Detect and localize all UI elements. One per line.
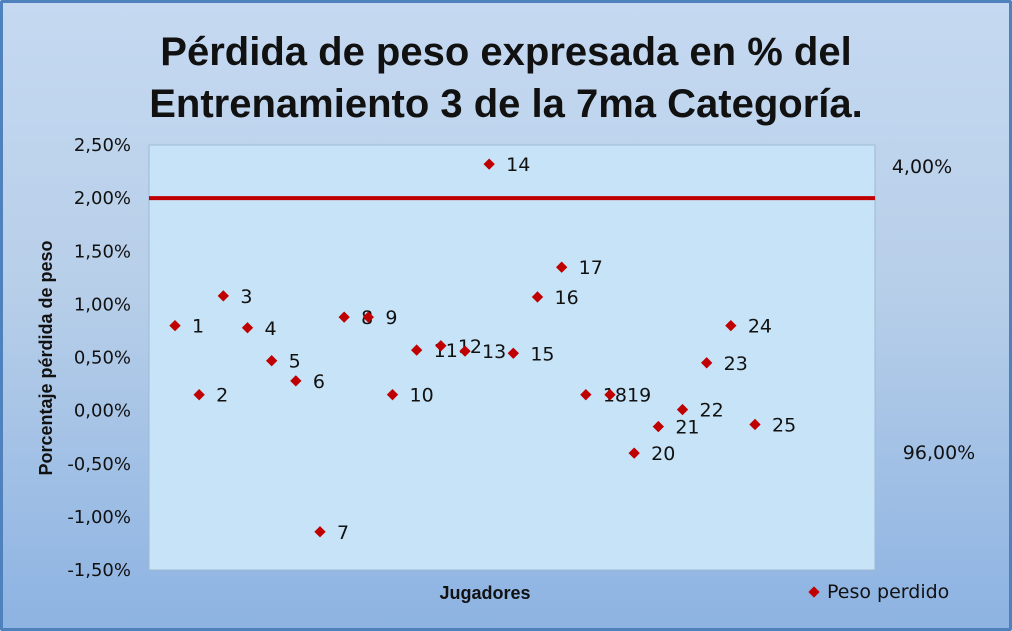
scatter-chart: Pérdida de peso expresada en % del Entre… [36, 30, 975, 603]
data-point-25 [749, 418, 761, 431]
data-label-1: 1 [192, 316, 204, 338]
data-label-11: 11 [434, 340, 458, 362]
data-point-23 [701, 357, 713, 369]
y-axis-title: Porcentaje pérdida de peso [36, 240, 56, 475]
data-point-7 [314, 526, 326, 538]
y-tick-label: 0,50% [74, 348, 131, 369]
data-point-22 [676, 403, 689, 416]
legend-marker [808, 586, 820, 598]
data-point-24 [725, 319, 737, 332]
chart-title-line-1: Pérdida de peso expresada en % del [160, 30, 851, 74]
data-point-21 [652, 420, 664, 433]
data-point-2 [193, 389, 205, 401]
data-point-12 [435, 340, 447, 352]
data-point-4 [241, 322, 254, 334]
data-label-12: 12 [458, 336, 482, 358]
data-label-10: 10 [410, 385, 434, 407]
y-tick-label: 1,00% [74, 294, 131, 315]
data-label-21: 21 [675, 417, 699, 439]
data-point-1 [169, 319, 181, 332]
data-point-16 [531, 291, 544, 303]
side-label-top: 4,00% [892, 156, 952, 178]
data-point-15 [507, 347, 519, 359]
y-tick-label: -1,50% [67, 560, 131, 581]
data-point-6 [290, 375, 302, 387]
data-label-3: 3 [240, 286, 252, 308]
data-point-14 [483, 158, 495, 170]
data-label-20: 20 [651, 443, 675, 465]
data-label-25: 25 [772, 414, 796, 436]
data-label-2: 2 [216, 385, 228, 407]
data-point-9 [362, 311, 374, 323]
data-point-11 [411, 344, 423, 356]
legend-label: Peso perdido [827, 581, 949, 603]
data-label-24: 24 [748, 316, 772, 338]
data-label-14: 14 [506, 154, 530, 176]
y-tick-label: 2,50% [74, 135, 131, 156]
data-points: 1234567891011121314151617181920212223242… [169, 154, 796, 544]
data-point-17 [556, 261, 568, 273]
y-tick-label: 2,00% [74, 188, 131, 209]
data-point-13 [459, 345, 471, 357]
data-label-13: 13 [482, 341, 506, 363]
data-label-6: 6 [313, 371, 325, 393]
side-label-bottom: 96,00% [903, 442, 975, 464]
data-label-9: 9 [385, 307, 397, 329]
data-point-10 [386, 389, 399, 401]
data-label-19: 19 [627, 385, 651, 407]
data-point-20 [628, 447, 640, 459]
data-point-19 [604, 389, 616, 401]
data-point-3 [217, 290, 229, 302]
data-label-17: 17 [579, 257, 603, 279]
chart-title-line-2: Entrenamiento 3 de la 7ma Categoría. [149, 82, 863, 126]
data-label-23: 23 [724, 353, 748, 375]
data-label-5: 5 [289, 351, 301, 373]
data-point-18 [580, 389, 592, 401]
data-point-5 [266, 355, 278, 367]
data-label-7: 7 [337, 522, 349, 544]
y-tick-label: -0,50% [67, 454, 131, 475]
y-axis-ticks: 2,50% 2,00% 1,50% 1,00% 0,50% 0,00% -0,50% -1,0… [67, 135, 131, 581]
data-label-16: 16 [555, 287, 579, 309]
data-label-15: 15 [530, 343, 554, 365]
x-axis-title: Jugadores [439, 583, 530, 603]
y-tick-label: 0,00% [74, 401, 131, 422]
y-tick-label: 1,50% [74, 241, 131, 262]
legend: Peso perdido [808, 581, 949, 603]
data-label-4: 4 [265, 318, 277, 340]
data-point-8 [338, 311, 350, 323]
data-label-22: 22 [700, 400, 724, 422]
y-tick-label: -1,00% [67, 507, 131, 528]
